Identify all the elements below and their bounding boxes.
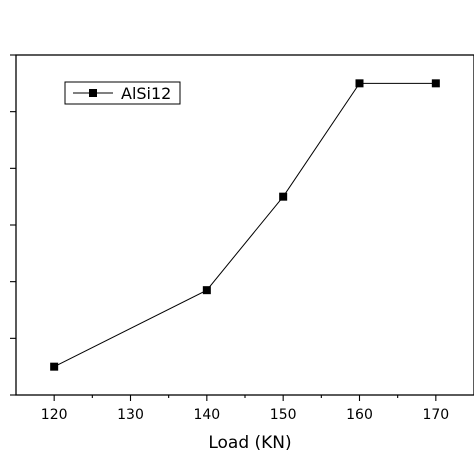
legend-box bbox=[64, 81, 181, 105]
series-line bbox=[53, 82, 436, 368]
data-point bbox=[355, 79, 364, 88]
x-axis-title: Load (KN) bbox=[208, 433, 291, 453]
x-tick-label: 150 bbox=[270, 407, 297, 423]
x-tick-label: 130 bbox=[117, 407, 144, 423]
axis-ticks: 120 130 140 150 160 170 bbox=[10, 54, 449, 423]
x-tick-label: 170 bbox=[422, 407, 449, 423]
legend: AlSi12 bbox=[64, 81, 181, 105]
data-point bbox=[279, 192, 288, 201]
plot-frame bbox=[15, 54, 474, 396]
data-point bbox=[202, 286, 211, 295]
x-tick-label: 120 bbox=[41, 407, 68, 423]
data-point bbox=[431, 79, 440, 88]
x-tick-label: 160 bbox=[346, 407, 373, 423]
x-tick-label: 140 bbox=[193, 407, 220, 423]
legend-marker bbox=[89, 89, 97, 97]
legend-label: AlSi12 bbox=[121, 84, 171, 103]
data-point bbox=[50, 362, 59, 371]
series-layer bbox=[50, 79, 440, 371]
